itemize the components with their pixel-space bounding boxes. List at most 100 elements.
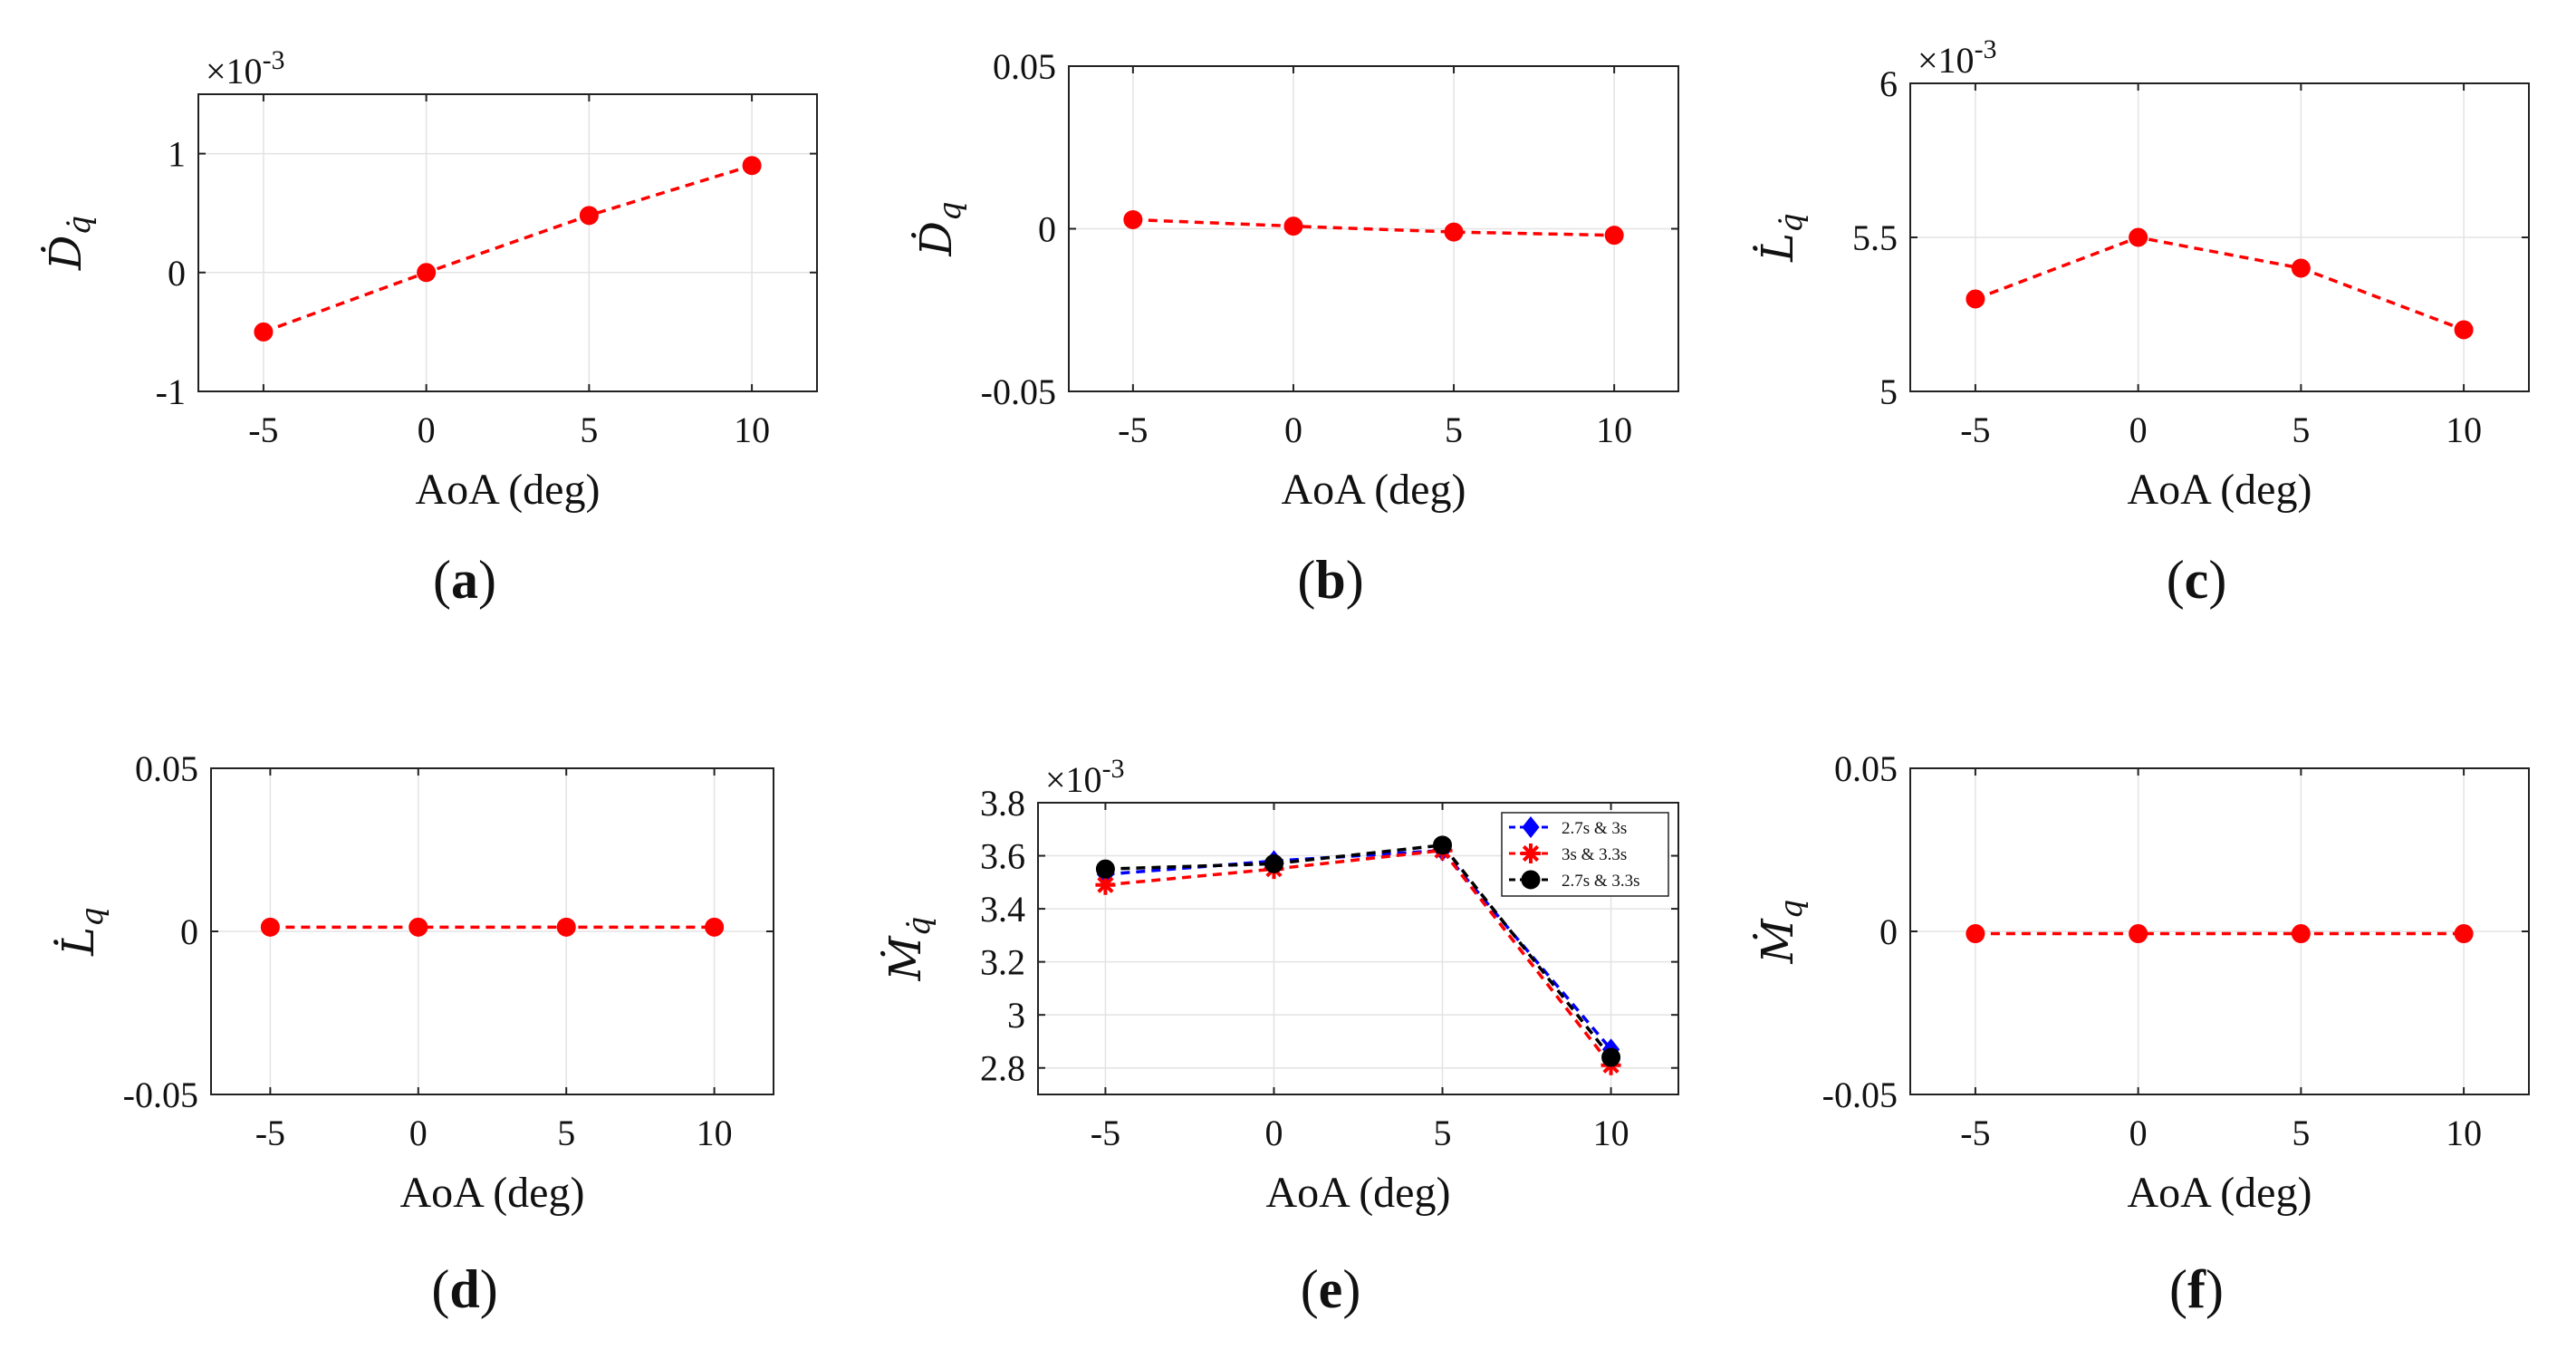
data-point [1966,924,1985,944]
panel-c: -5 0 5 10 5 5.5 6 ×10-3 AoA (deg) L̇q̇ (c) [1751,34,2530,610]
series-line [1132,217,1615,237]
y-tick-label: 5.5 [1852,217,1898,258]
data-point [1604,226,1624,246]
data-point [417,263,437,283]
panel-caption: (c) [2167,550,2227,610]
y-tick-label: 3.6 [980,836,1025,877]
y-axis-label: Ḋq̇ [40,216,98,271]
axis-multiplier: ×10-3 [1918,34,1997,81]
axis-multiplier: ×10-3 [206,45,285,92]
panel-caption: (b) [1297,550,1363,610]
y-tick-label: 0 [168,253,186,294]
legend-entry: 2.7s & 3s [1562,819,1627,838]
x-tick-label: 0 [2129,410,2148,450]
data-point [2129,227,2148,247]
y-tick-label: -0.05 [1822,1075,1898,1115]
y-tick-label: 0 [1038,209,1056,250]
data-point [579,206,599,226]
axes-box [1037,802,1679,1095]
x-tick-label: -5 [248,410,278,450]
x-tick-label: 0 [1264,1113,1283,1153]
data-point [1123,209,1143,229]
y-axis-label: L̇q [52,907,111,957]
legend-marker [1521,843,1541,863]
series-line [263,164,753,334]
data-point [1444,222,1464,242]
data-point [260,917,280,937]
y-tick-label: 3.4 [980,889,1025,930]
axes-box [197,93,818,392]
x-tick-label: 5 [557,1113,575,1153]
x-tick-label: 5 [580,410,598,450]
data-point [2291,258,2311,278]
x-tick-label: -5 [1960,410,1990,450]
y-axis-label: Ṁq̇ [879,917,937,982]
y-tick-label: 2.8 [980,1048,1025,1089]
legend: 2.7s & 3s 3s & 3.3s 2.7s & 3.3s [1501,812,1669,897]
x-tick-label: -5 [1960,1113,1990,1153]
y-tick-label: 1 [168,134,186,175]
x-tick-label: 10 [1596,410,1632,450]
y-tick-label: 0.05 [1834,748,1898,789]
x-tick-label: 10 [734,410,770,450]
y-tick-label: -0.05 [981,371,1056,412]
data-point [2454,320,2474,340]
x-tick-label: 10 [697,1113,733,1153]
data-point [742,156,762,176]
legend-marker [1522,816,1540,838]
y-axis-label: Ṁq [1752,900,1810,965]
x-tick-label: 0 [1284,410,1302,450]
x-tick-label: 10 [1593,1113,1629,1153]
data-point [1095,859,1115,879]
y-tick-label: -0.05 [123,1075,198,1115]
legend-marker [1521,870,1541,890]
series-line [1975,236,2465,332]
x-tick-label: -5 [1091,1113,1120,1153]
data-point [1433,835,1453,855]
x-tick-label: 10 [2446,410,2482,450]
data-point [1966,289,1985,309]
panel-caption: (d) [431,1259,497,1319]
x-tick-label: 0 [409,1113,428,1153]
panel-e: -5 0 5 10 2.8 3 3.2 3.4 3.6 3.8 ×10-3 AoA (deg) Ṁq̇ 2… [879,754,1679,1319]
data-point [556,917,576,937]
data-point [1264,853,1283,873]
y-tick-label: 6 [1879,63,1898,104]
series-line [1105,848,1612,1066]
y-tick-label: 5 [1879,371,1898,412]
data-point [1601,1047,1621,1067]
panel-f: -5 0 5 10 -0.05 0 0.05 AoA (deg) Ṁq (f) [1752,748,2530,1319]
y-tick-label: 3.2 [980,942,1025,983]
panel-b: -5 0 5 10 -0.05 0 0.05 AoA (deg) Ḋq (b) [910,46,1679,610]
y-axis-label: L̇q̇ [1751,213,1810,263]
data-point [1283,217,1303,236]
data-point [705,917,725,937]
panel-d: -5 0 5 10 -0.05 0 0.05 AoA (deg) L̇q (d) [52,748,774,1319]
x-axis-label: AoA (deg) [400,1169,585,1217]
y-tick-label: 3 [1007,995,1025,1036]
y-tick-label: 0.05 [135,748,198,789]
data-point [254,322,274,342]
x-axis-label: AoA (deg) [2128,1169,2312,1217]
data-point [2291,924,2311,944]
series-line [1105,843,1612,1059]
x-tick-label: 5 [1434,1113,1452,1153]
y-tick-label: 3.8 [980,783,1025,824]
x-axis-label: AoA (deg) [416,466,601,514]
panel-caption: (e) [1301,1259,1361,1319]
x-axis-label: AoA (deg) [1282,466,1466,514]
x-axis-label: AoA (deg) [2128,466,2312,514]
legend-entry: 3s & 3.3s [1562,845,1627,864]
y-tick-label: -1 [156,371,186,412]
panel-caption: (f) [2169,1259,2224,1319]
x-axis-label: AoA (deg) [1266,1169,1451,1217]
legend-entry: 2.7s & 3.3s [1562,872,1640,891]
y-tick-label: 0 [1879,911,1898,952]
x-tick-label: -5 [1118,410,1148,450]
panel-caption: (a) [433,550,496,610]
x-tick-label: -5 [255,1113,285,1153]
data-point [2129,924,2148,944]
axis-multiplier: ×10-3 [1045,754,1125,800]
x-tick-label: 5 [1445,410,1463,450]
